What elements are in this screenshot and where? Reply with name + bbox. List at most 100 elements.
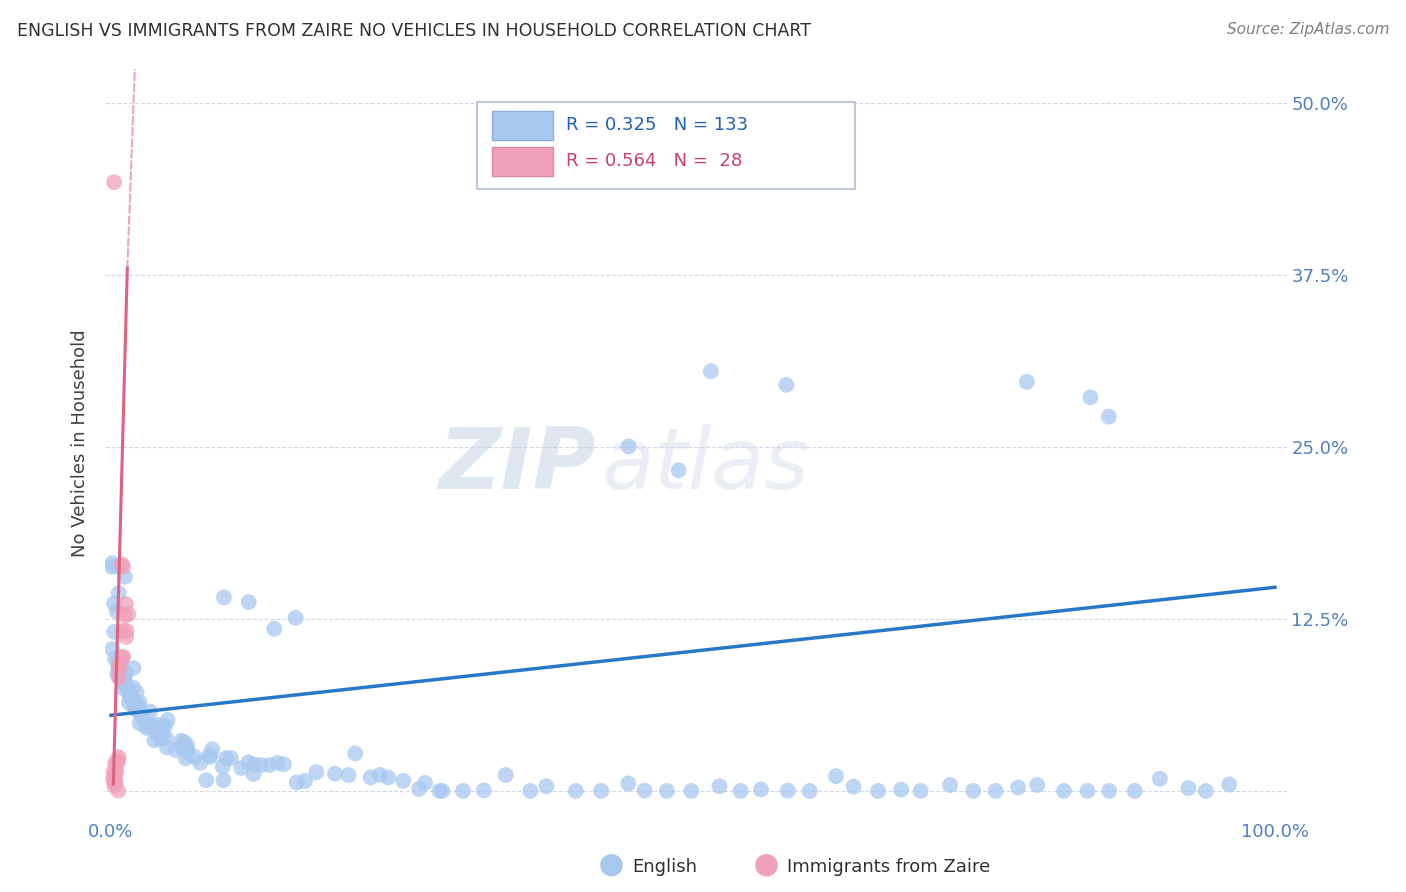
Point: [285, 775, 308, 789]
Point: [107, 671, 129, 685]
Point: [495, 768, 517, 782]
Point: [105, 666, 128, 681]
Point: [117, 681, 139, 696]
Point: [107, 754, 129, 768]
Point: [104, 772, 127, 787]
Point: [103, 596, 125, 610]
Point: [105, 605, 128, 619]
Point: [156, 740, 179, 755]
Point: [681, 784, 703, 798]
Point: [266, 756, 288, 770]
Point: [104, 756, 127, 771]
Point: [408, 782, 430, 797]
Point: [377, 771, 399, 785]
Point: [103, 773, 125, 788]
Point: [111, 675, 134, 690]
Point: [112, 649, 135, 664]
Point: [165, 743, 187, 757]
Point: [305, 765, 328, 780]
Text: Immigrants from Zaire: Immigrants from Zaire: [787, 858, 991, 876]
Point: [173, 735, 195, 749]
Point: [101, 556, 124, 570]
Point: [472, 783, 495, 797]
Point: [107, 755, 129, 769]
Point: [591, 784, 613, 798]
Point: [153, 719, 176, 733]
Point: [103, 778, 125, 792]
Point: [231, 761, 253, 775]
Point: [890, 782, 912, 797]
Point: [114, 665, 136, 679]
Point: [117, 686, 139, 700]
Point: [323, 766, 346, 780]
Point: [101, 772, 124, 786]
Point: [799, 784, 821, 798]
Point: [170, 740, 193, 755]
Point: [1098, 784, 1121, 798]
Point: [128, 703, 150, 717]
Point: [432, 784, 454, 798]
Point: [868, 784, 890, 798]
Point: [101, 642, 124, 657]
Point: [211, 759, 233, 773]
Point: [107, 655, 129, 669]
FancyBboxPatch shape: [478, 103, 855, 188]
FancyBboxPatch shape: [492, 147, 553, 176]
Point: [709, 779, 731, 793]
Point: [128, 695, 150, 709]
Point: [176, 745, 198, 759]
Point: [1177, 781, 1199, 796]
FancyBboxPatch shape: [492, 112, 553, 140]
Point: [101, 559, 124, 574]
Point: [103, 175, 125, 189]
Point: [1007, 780, 1029, 795]
Point: [617, 776, 640, 790]
Point: [117, 607, 139, 622]
Point: [170, 734, 193, 748]
Point: [139, 705, 162, 719]
Point: [962, 784, 984, 798]
Point: [536, 779, 558, 793]
Text: ZIP: ZIP: [437, 425, 596, 508]
Point: [149, 732, 172, 747]
Point: [128, 716, 150, 731]
Point: [146, 717, 169, 731]
Point: [110, 650, 132, 665]
Point: [120, 690, 142, 705]
Point: [176, 743, 198, 757]
Point: [105, 764, 128, 779]
Point: [633, 783, 655, 797]
Point: [565, 784, 588, 798]
Point: [775, 377, 797, 392]
Point: [111, 650, 134, 665]
Text: R = 0.564   N =  28: R = 0.564 N = 28: [567, 152, 742, 169]
Point: [1123, 784, 1146, 798]
Point: [188, 756, 211, 770]
Point: [212, 773, 235, 788]
Point: [107, 659, 129, 673]
Point: [1098, 409, 1121, 424]
Y-axis label: No Vehicles in Household: No Vehicles in Household: [72, 330, 89, 558]
Point: [118, 696, 141, 710]
Point: [108, 667, 131, 681]
Point: [105, 764, 128, 779]
Point: [1080, 391, 1102, 405]
Point: [110, 656, 132, 670]
Point: [115, 624, 138, 638]
Point: [238, 756, 260, 770]
Point: [238, 595, 260, 609]
Point: [1026, 778, 1049, 792]
Point: [700, 364, 723, 378]
Point: [368, 768, 391, 782]
Point: [115, 666, 138, 681]
Point: [749, 782, 772, 797]
Point: [125, 698, 148, 712]
Point: [201, 742, 224, 756]
Point: [150, 720, 173, 734]
Point: [451, 784, 474, 798]
Point: [1195, 784, 1218, 798]
Point: [360, 771, 382, 785]
Point: [294, 773, 316, 788]
Point: [150, 729, 173, 743]
Text: Source: ZipAtlas.com: Source: ZipAtlas.com: [1226, 22, 1389, 37]
